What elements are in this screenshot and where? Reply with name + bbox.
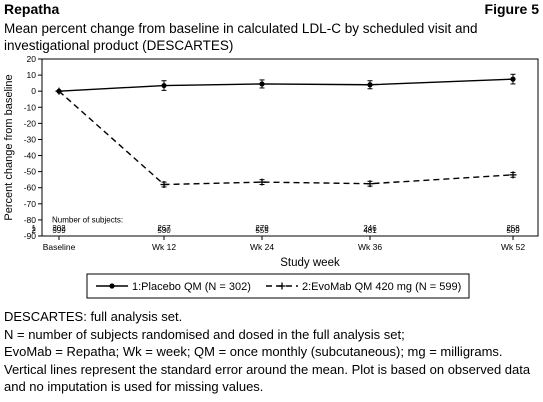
subjects-row-label: 2 (32, 226, 37, 235)
legend-box (86, 273, 470, 299)
data-point (367, 82, 373, 88)
note-line: N = number of subjects randomised and do… (4, 326, 405, 342)
subjects-count: 599 (52, 226, 66, 235)
legend-label: 2:EvoMab QM 420 mg (N = 599) (302, 281, 461, 293)
product-name: Repatha (4, 1, 60, 17)
y-tick-label: -90 (24, 231, 37, 241)
x-tick-label: Wk 24 (250, 242, 274, 252)
subjects-count: 555 (255, 226, 269, 235)
subjects-count: 246 (363, 224, 377, 233)
legend-label: 1:Placebo QM (N = 302) (132, 281, 251, 293)
legend-marker (109, 283, 115, 289)
note-line: Vertical lines represent the standard er… (4, 361, 531, 395)
note-line: DESCARTES: full analysis set. (4, 309, 183, 324)
series-line-2 (58, 90, 514, 186)
subjects-count: 530 (157, 226, 171, 235)
subjects-row-label: 1 (32, 224, 37, 233)
plot-frame (41, 58, 539, 237)
subjects-count: 302 (52, 224, 66, 233)
series-line-1 (58, 78, 514, 92)
x-tick-label: Wk 12 (152, 242, 176, 252)
y-tick-label: 0 (31, 86, 36, 96)
x-tick-label: Wk 52 (501, 242, 525, 252)
y-tick-label: -50 (24, 167, 37, 177)
data-point (161, 82, 167, 89)
subjects-label: Number of subjects: (52, 215, 123, 224)
x-axis-label: Study week (280, 257, 340, 269)
subjects-count: 509 (506, 226, 520, 235)
data-point (510, 76, 516, 82)
subjects-count: 481 (363, 226, 377, 235)
y-tick-label: -80 (24, 215, 37, 225)
y-tick-label: -10 (24, 102, 37, 112)
figure-number: Figure 5 (484, 1, 539, 17)
ldl-change-chart: 20 10 0 -10 -20 -30 -40 -50 -60 -70 -80 -90 Percent … (3, 56, 539, 299)
y-tick-label: 10 (27, 70, 37, 80)
note-line: EvoMab = Repatha; Wk = week; QM = once m… (4, 344, 503, 359)
x-tick-label: Wk 36 (358, 242, 382, 252)
data-point (259, 81, 265, 87)
y-tick-label: -70 (24, 199, 37, 209)
y-axis-label: Percent change from baseline (3, 74, 15, 220)
figure-subtitle: Mean percent change from baseline in cal… (4, 21, 478, 53)
x-tick-label: Baseline (43, 242, 76, 252)
y-tick-label: -60 (24, 183, 37, 193)
subjects-count: 279 (255, 224, 269, 233)
y-tick-label: 20 (27, 56, 37, 64)
y-tick-label: -30 (24, 134, 37, 144)
subjects-count: 267 (157, 224, 171, 233)
y-tick-label: -40 (24, 151, 37, 161)
subjects-count: 258 (506, 224, 520, 233)
figure-notes: DESCARTES: full analysis set. N = number… (4, 308, 540, 396)
y-tick-label: -20 (24, 118, 37, 128)
